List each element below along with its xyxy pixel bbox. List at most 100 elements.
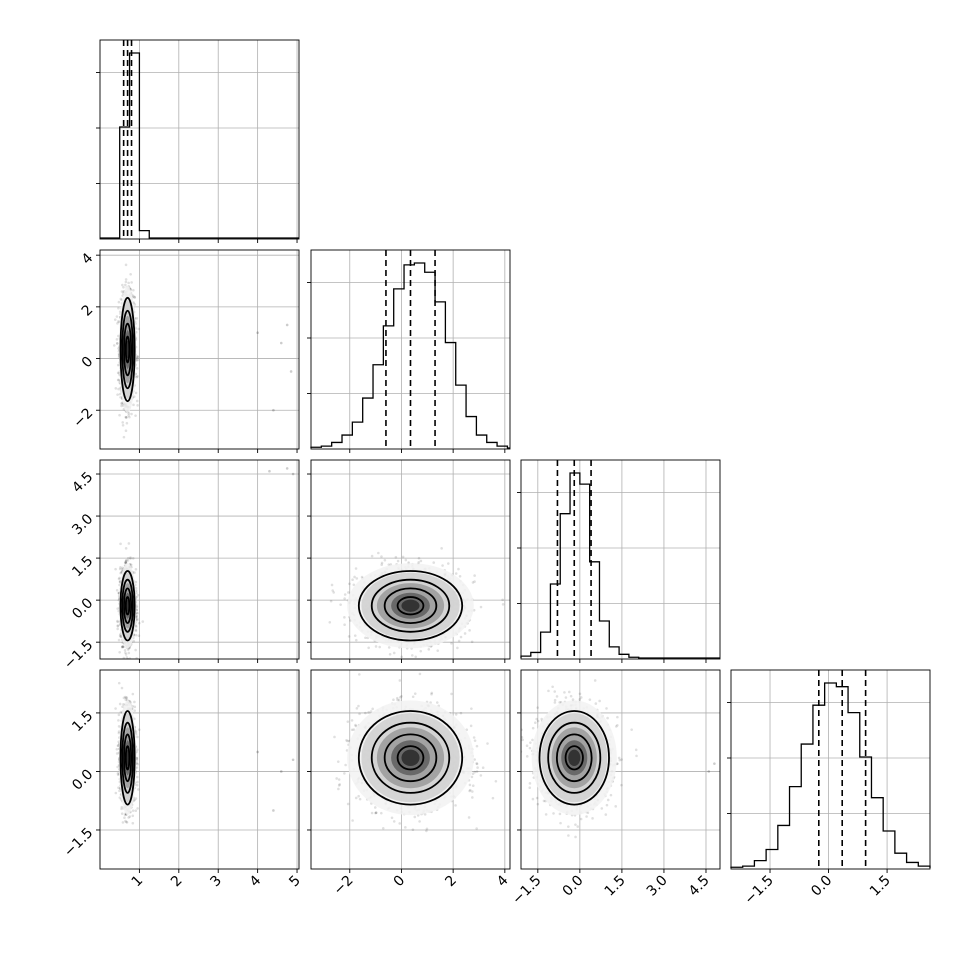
sample-point: [125, 656, 129, 659]
sample-point: [128, 415, 131, 419]
outlier-point: [272, 408, 275, 412]
sample-point: [118, 413, 121, 417]
sample-point: [135, 367, 139, 370]
sample-point: [463, 632, 467, 635]
sample-point: [115, 338, 119, 341]
sample-point: [116, 320, 120, 323]
sample-point: [120, 402, 124, 406]
y-tick-label: 4.5: [69, 469, 96, 496]
sample-point: [129, 563, 133, 567]
sample-point: [383, 558, 387, 562]
sample-point: [138, 621, 141, 625]
sample-point: [135, 375, 139, 379]
sample-point: [134, 633, 138, 637]
sample-point: [121, 645, 125, 648]
y-tick-label: −1.5: [61, 637, 96, 672]
sample-point: [456, 646, 459, 650]
sample-point: [380, 555, 383, 558]
outlier-point: [291, 472, 295, 476]
sample-point: [137, 634, 141, 638]
sample-point: [122, 656, 126, 659]
sample-point: [471, 581, 475, 584]
sample-point: [115, 342, 119, 345]
sample-point: [479, 605, 483, 609]
scatter-panel-2-1: [307, 459, 511, 663]
sample-point: [134, 648, 137, 652]
sample-point: [118, 634, 122, 637]
sample-point: [459, 635, 463, 639]
sample-point: [124, 559, 128, 563]
sample-point: [116, 607, 119, 610]
sample-point: [124, 429, 128, 433]
sample-point: [135, 614, 139, 618]
outlier-point: [279, 341, 283, 345]
sample-point: [124, 561, 128, 565]
y-tick-label: 3.0: [69, 511, 96, 538]
sample-point: [116, 393, 119, 396]
panel-frame: [520, 459, 721, 660]
sample-point: [125, 558, 128, 562]
sample-point: [127, 414, 130, 417]
sample-point: [117, 334, 120, 338]
sample-point: [121, 566, 124, 570]
sample-point: [116, 624, 120, 627]
sample-point: [388, 652, 392, 656]
sample-point: [120, 401, 123, 405]
sample-point: [129, 556, 132, 559]
sample-point: [133, 303, 137, 306]
sample-point: [116, 371, 120, 375]
y-tick-label: 0: [79, 354, 97, 372]
sample-point: [347, 635, 351, 638]
sample-point: [116, 322, 119, 325]
sample-point: [124, 452, 127, 455]
sample-point: [124, 561, 128, 564]
sample-point: [116, 378, 120, 382]
sample-point: [370, 554, 374, 558]
sample-point: [116, 363, 120, 367]
sample-point: [473, 574, 476, 577]
contour-line: [123, 322, 133, 377]
sample-point: [133, 295, 137, 299]
sample-point: [417, 561, 421, 564]
sample-point: [120, 290, 124, 293]
sample-point: [331, 589, 335, 592]
sample-point: [377, 551, 380, 555]
sample-point: [392, 651, 396, 655]
sample-point: [123, 561, 127, 564]
sample-point: [134, 580, 138, 584]
sample-point: [129, 557, 132, 560]
sample-point: [135, 618, 139, 622]
panel-frame: [99, 459, 300, 660]
sample-point: [355, 577, 359, 580]
sample-point: [119, 542, 122, 546]
sample-point: [374, 645, 378, 648]
sample-point: [127, 281, 130, 285]
sample-point: [339, 603, 342, 606]
y-tick-label: 2: [79, 302, 97, 320]
sample-point: [440, 547, 443, 550]
sample-point: [112, 344, 116, 347]
sample-point: [132, 395, 136, 398]
sample-point: [124, 278, 128, 281]
density-shade: [126, 340, 129, 359]
sample-point: [136, 358, 140, 362]
y-tick-label: 0.0: [69, 595, 96, 622]
sample-point: [113, 318, 117, 321]
sample-point: [332, 591, 336, 594]
sample-point: [132, 294, 135, 298]
sample-point: [115, 315, 119, 318]
sample-point: [119, 566, 122, 569]
sample-point: [343, 623, 346, 627]
sample-point: [135, 399, 139, 403]
histogram-panel-0: [96, 39, 300, 243]
contour-line: [119, 296, 136, 403]
sample-point: [124, 547, 128, 550]
y-tick-label: −2: [70, 405, 96, 431]
sample-point: [132, 403, 135, 407]
sample-point: [123, 648, 127, 652]
sample-point: [130, 412, 133, 416]
sample-point: [116, 342, 119, 345]
sample-point: [135, 656, 138, 659]
density-shade: [126, 599, 129, 612]
